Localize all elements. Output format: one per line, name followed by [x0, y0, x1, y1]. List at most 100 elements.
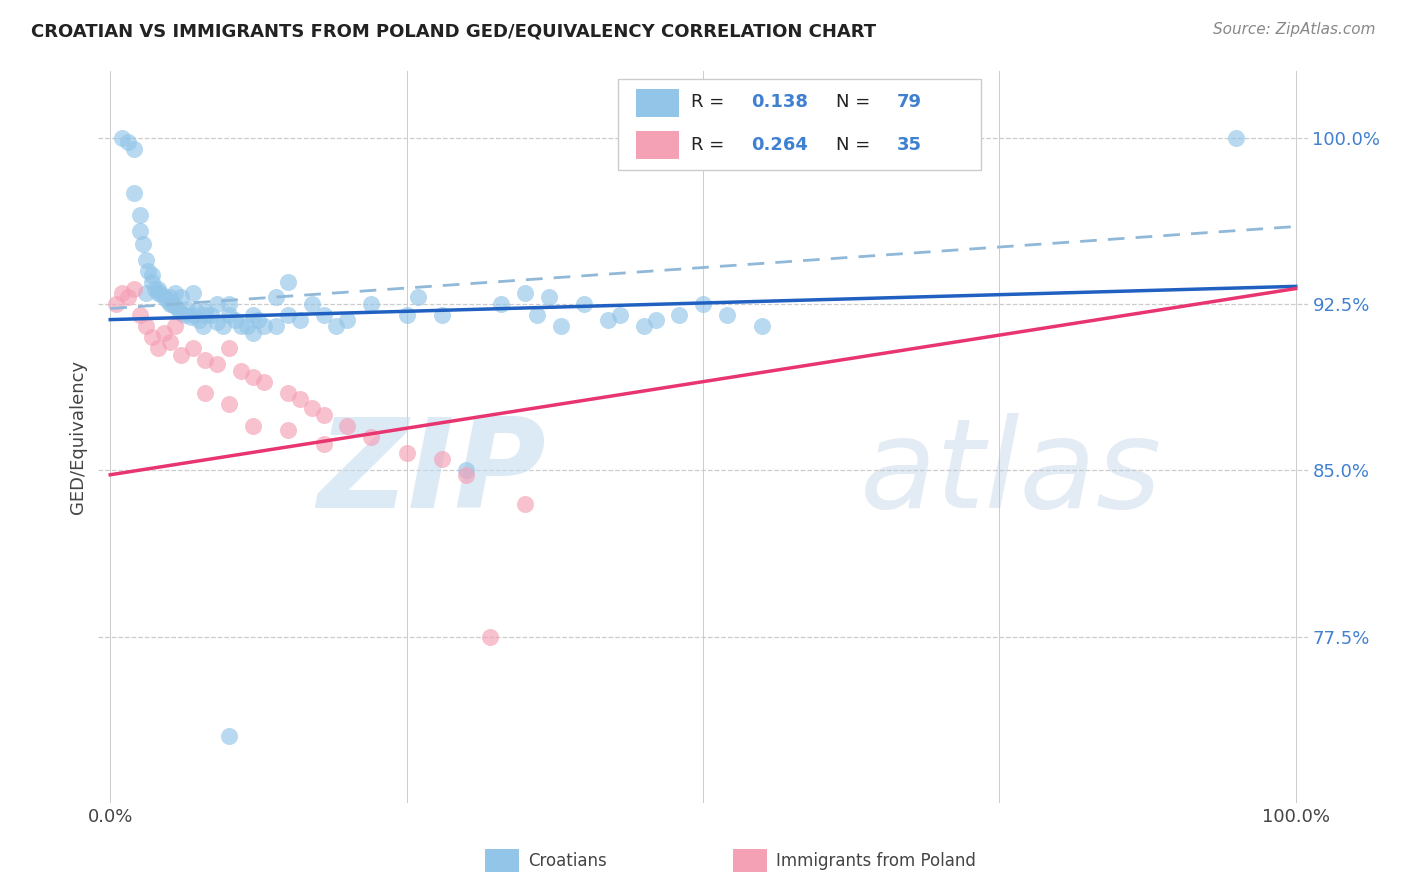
- Point: [336, 419, 359, 434]
- Text: R =: R =: [690, 94, 730, 112]
- Point: [242, 308, 264, 322]
- Point: [218, 308, 240, 322]
- Point: [111, 131, 134, 145]
- Point: [141, 330, 163, 344]
- Point: [159, 334, 181, 349]
- Point: [188, 312, 211, 326]
- Point: [205, 357, 228, 371]
- Point: [229, 319, 252, 334]
- Point: [167, 303, 190, 318]
- Point: [1225, 131, 1247, 145]
- Point: [122, 282, 145, 296]
- Point: [360, 430, 382, 444]
- Point: [181, 285, 204, 300]
- Point: [550, 319, 572, 334]
- Point: [395, 308, 418, 322]
- Point: [312, 308, 335, 322]
- Point: [160, 297, 183, 311]
- Point: [173, 308, 195, 322]
- Text: atlas: atlas: [860, 413, 1163, 534]
- Point: [143, 282, 166, 296]
- Text: CROATIAN VS IMMIGRANTS FROM POLAND GED/EQUIVALENCY CORRELATION CHART: CROATIAN VS IMMIGRANTS FROM POLAND GED/E…: [31, 22, 876, 40]
- Text: Source: ZipAtlas.com: Source: ZipAtlas.com: [1212, 22, 1375, 37]
- Point: [194, 352, 217, 367]
- Point: [242, 419, 264, 434]
- Point: [395, 445, 418, 459]
- Point: [242, 370, 264, 384]
- Point: [135, 319, 157, 334]
- Point: [159, 297, 181, 311]
- Point: [301, 297, 323, 311]
- Point: [194, 308, 217, 322]
- Point: [180, 310, 202, 325]
- Point: [141, 275, 163, 289]
- Point: [135, 285, 157, 300]
- Point: [454, 463, 477, 477]
- Point: [152, 326, 174, 340]
- Point: [247, 312, 270, 326]
- Point: [301, 401, 323, 416]
- Point: [336, 312, 359, 326]
- Point: [692, 297, 714, 311]
- Point: [526, 308, 548, 322]
- Point: [264, 319, 287, 334]
- Point: [181, 308, 204, 322]
- Point: [165, 299, 187, 313]
- FancyBboxPatch shape: [637, 131, 679, 159]
- Point: [141, 268, 163, 283]
- Text: ZIP: ZIP: [318, 413, 546, 534]
- Point: [454, 467, 477, 482]
- Point: [218, 729, 240, 743]
- Point: [264, 290, 287, 304]
- Point: [117, 136, 139, 150]
- Point: [312, 408, 335, 422]
- FancyBboxPatch shape: [734, 849, 768, 872]
- Point: [491, 297, 513, 311]
- Point: [122, 186, 145, 201]
- Point: [191, 319, 214, 334]
- Point: [152, 290, 174, 304]
- Point: [716, 308, 738, 322]
- Text: 0.138: 0.138: [751, 94, 808, 112]
- Point: [122, 142, 145, 156]
- Point: [184, 303, 207, 318]
- Point: [170, 290, 193, 304]
- Point: [633, 319, 655, 334]
- Point: [165, 319, 187, 334]
- Point: [136, 264, 159, 278]
- Point: [146, 342, 169, 356]
- Point: [574, 297, 596, 311]
- Point: [432, 308, 454, 322]
- Point: [205, 315, 228, 329]
- Point: [668, 308, 690, 322]
- Point: [176, 301, 198, 316]
- Point: [111, 285, 134, 300]
- Point: [312, 436, 335, 450]
- Point: [432, 452, 454, 467]
- Point: [218, 397, 240, 411]
- Point: [253, 319, 276, 334]
- Point: [105, 297, 128, 311]
- Point: [235, 319, 257, 334]
- Point: [288, 312, 311, 326]
- Text: R =: R =: [690, 136, 730, 153]
- Text: Immigrants from Poland: Immigrants from Poland: [776, 852, 976, 870]
- Point: [129, 224, 152, 238]
- Point: [146, 285, 169, 300]
- Text: 79: 79: [897, 94, 921, 112]
- Point: [156, 293, 179, 307]
- Point: [159, 290, 181, 304]
- Point: [360, 297, 382, 311]
- Point: [146, 282, 169, 296]
- Point: [135, 252, 157, 267]
- Point: [200, 308, 222, 322]
- Point: [288, 392, 311, 407]
- FancyBboxPatch shape: [619, 78, 981, 170]
- Point: [218, 342, 240, 356]
- Point: [277, 275, 299, 289]
- Point: [149, 285, 172, 300]
- Point: [212, 319, 235, 334]
- Point: [242, 326, 264, 340]
- Point: [194, 385, 217, 400]
- Point: [129, 209, 152, 223]
